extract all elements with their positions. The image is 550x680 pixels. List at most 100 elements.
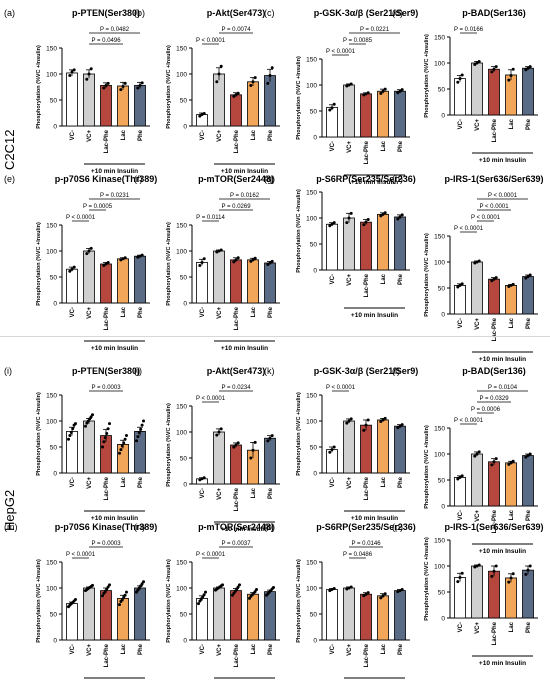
bar [247,81,259,127]
y-tick-label: 50 [310,242,318,249]
data-point [251,258,255,262]
x-tick-label: VC- [200,307,206,317]
data-point [379,91,383,95]
y-tick-label: 100 [46,72,57,79]
bar [488,68,500,116]
data-point [492,460,496,464]
data-point [87,249,91,253]
data-point [528,452,532,456]
bar [230,590,242,641]
x-tick-label: VC+ [347,274,353,286]
bar [522,569,534,619]
y-tick-label: 100 [434,61,445,68]
data-point [251,448,255,452]
bar [117,258,129,304]
bar [66,603,78,641]
data-point [139,427,143,431]
x-tick-label: VC+ [217,488,223,500]
data-point [507,580,511,584]
data-point [458,575,462,579]
p-value-label: P = 0.0496 [91,38,121,44]
data-point [475,61,479,65]
bar [505,284,517,315]
x-tick-label: VC+ [87,477,93,489]
data-point [490,279,494,283]
data-point [253,76,257,80]
data-point [89,67,93,71]
x-tick-label: VC+ [87,307,93,319]
data-point [456,580,460,584]
data-point [477,259,481,263]
x-tick-label: Lac [251,487,257,498]
chart-title: p-IRS-1(Ser636/Ser639) [444,522,543,532]
data-point [221,583,224,587]
bar [100,85,112,127]
panel-label: (b) [134,8,145,18]
data-point [123,256,127,260]
y-tick-label: 100 [434,564,445,571]
data-point [364,423,368,427]
data-point [494,65,498,69]
data-point [238,583,241,587]
x-tick-label: VC+ [87,644,93,656]
chart-panel: (a) p-PTEN(Ser380) 0 50 100 150 Phosphorylatio… [4,8,150,175]
bar [522,67,534,116]
data-point [137,430,141,434]
x-tick-label: VC- [458,510,464,520]
y-tick-label: 0 [183,124,187,131]
data-point [219,427,223,431]
y-tick-label: 50 [180,275,188,282]
chart-panel: (e) p-p70S6 Kinase(Thr389) 0 50 100 150 Phosph… [4,174,157,352]
data-point [219,248,223,252]
data-point [381,89,385,93]
p-value-label: P < 0.0001 [488,193,518,199]
data-point [104,262,108,266]
data-point [396,426,400,430]
data-point [490,574,494,578]
p-value-label: P = 0.0003 [91,541,121,547]
data-point [105,431,109,435]
bar [83,250,95,304]
data-point [366,591,370,595]
data-point [507,78,511,82]
bar [326,223,338,271]
data-point [328,450,332,454]
x-tick-label: VC- [200,130,206,140]
data-point [91,413,94,417]
data-point [102,440,106,444]
data-point [398,424,402,428]
data-point [138,83,142,87]
data-point [125,434,128,438]
x-tick-label: VC+ [217,130,223,142]
data-point [108,583,111,587]
y-tick-label: 50 [310,612,318,619]
chart-title: p-mTOR(Ser2448) [198,174,274,184]
data-point [202,112,206,116]
data-point [68,74,72,78]
data-point [74,422,77,426]
x-tick-label: Lac [251,306,257,317]
x-tick-label: Phe [268,487,274,499]
data-point [197,602,200,606]
data-point [458,77,462,81]
p-value-label: P = 0.0006 [471,407,501,413]
x-tick-label: Lac [509,317,515,328]
x-tick-label: Phe [398,273,404,285]
data-point [119,88,123,92]
bar [377,213,389,271]
chart-panel: (d) p-BAD(Ser136) 0 50 100 150 Phosphorylation… [392,8,538,164]
data-point [122,441,126,445]
data-point [400,213,404,217]
chart-panel: (j) p-Akt(Ser473) 0 50 100 150 Phosphorylation… [134,366,280,533]
data-point [490,70,494,74]
data-point [253,256,257,260]
x-tick-label: Phe [138,306,144,318]
data-point [526,454,530,458]
bar [471,565,483,619]
chart-panel: (g) p-S6RP(Ser235/Ser236) 0 50 100 150 Phospho… [264,174,416,319]
data-point [332,102,336,106]
data-point [123,81,127,85]
panel-label: (p) [392,522,403,532]
data-point [366,418,370,422]
p-value-label: P = 0.0005 [83,204,113,210]
